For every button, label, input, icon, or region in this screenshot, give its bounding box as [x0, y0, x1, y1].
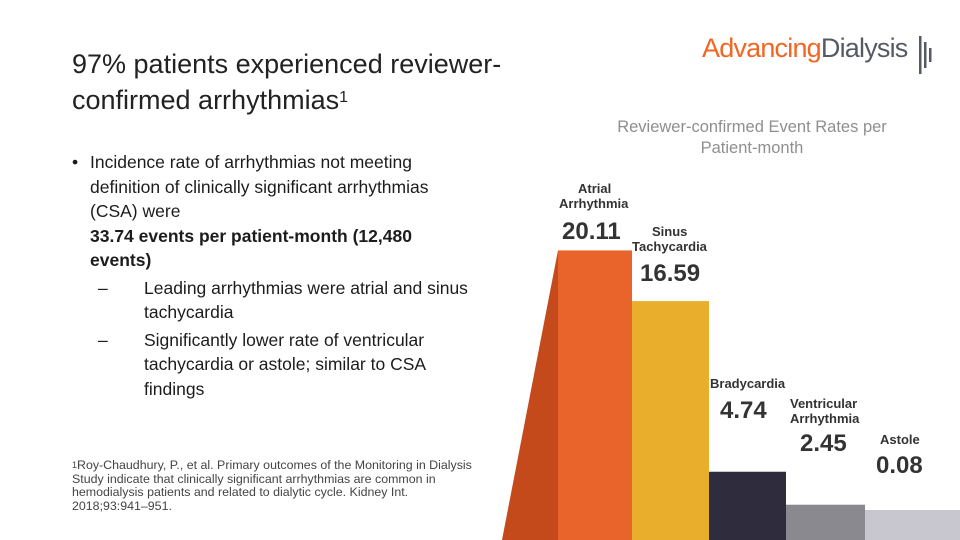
sub-bullet-text: Significantly lower rate of ventricular … — [144, 329, 426, 399]
slide-title: 97% patients experienced reviewer-confir… — [72, 46, 592, 118]
bar-0 — [558, 250, 632, 540]
footnote-marker: 1 — [72, 460, 78, 470]
sub-bullet-1: – Leading arrhythmias were atrial and si… — [72, 276, 472, 325]
category-label-0: Atrial — [578, 181, 611, 196]
category-label-3: Ventricular — [790, 396, 857, 411]
bullet-list: • Incidence rate of arrhythmias not meet… — [72, 150, 472, 401]
bullet-text: Incidence rate of arrhythmias not meetin… — [90, 152, 429, 221]
chart-title-line-1: Reviewer-confirmed Event Rates per — [617, 118, 887, 136]
logo-part-dialysis: Dialysis — [820, 33, 908, 63]
category-label-1: Tachycardia — [632, 239, 708, 254]
logo: AdvancingDialysis — [702, 33, 908, 64]
bar-1 — [632, 301, 709, 540]
value-label-3: 2.45 — [800, 430, 847, 457]
sub-bullet-text: Leading arrhythmias were atrial and sinu… — [144, 277, 468, 323]
category-label-1: Sinus — [652, 224, 687, 239]
logo-part-advancing: Advancing — [702, 33, 822, 63]
value-label-4: 0.08 — [876, 452, 923, 479]
chart-title-line-2: Patient-month — [701, 139, 804, 157]
bullet-item: • Incidence rate of arrhythmias not meet… — [72, 150, 472, 273]
sub-bullet-2: – Significantly lower rate of ventricula… — [72, 328, 472, 402]
category-label-3: Arrhythmia — [790, 411, 860, 426]
bar-3 — [786, 504, 865, 540]
bar-2 — [709, 471, 786, 540]
title-footnote-marker: 1 — [339, 89, 348, 106]
bullet-bold-text: 33.74 events per patient-month (12,480 e… — [90, 225, 412, 271]
footnote-text: Roy-Chaudhury, P., et al. Primary outcom… — [72, 458, 472, 513]
sub-bullet-dash: – — [98, 329, 108, 350]
value-label-1: 16.59 — [640, 260, 700, 287]
sub-bullet-dash: – — [98, 277, 108, 298]
slide-title-text: 97% patients experienced reviewer-confir… — [72, 49, 502, 115]
footnote: 1Roy-Chaudhury, P., et al. Primary outco… — [72, 458, 472, 513]
bar-4 — [865, 510, 960, 540]
value-label-0: 20.11 — [562, 218, 621, 245]
category-label-2: Bradycardia — [710, 376, 786, 391]
value-label-2: 4.74 — [720, 397, 767, 424]
category-label-0: Arrhythmia — [559, 196, 629, 211]
category-label-4: Astole — [880, 432, 920, 447]
logo-bars-icon — [919, 36, 932, 74]
bullet-dot: • — [72, 152, 79, 172]
bar-perspective-edge — [505, 252, 558, 540]
